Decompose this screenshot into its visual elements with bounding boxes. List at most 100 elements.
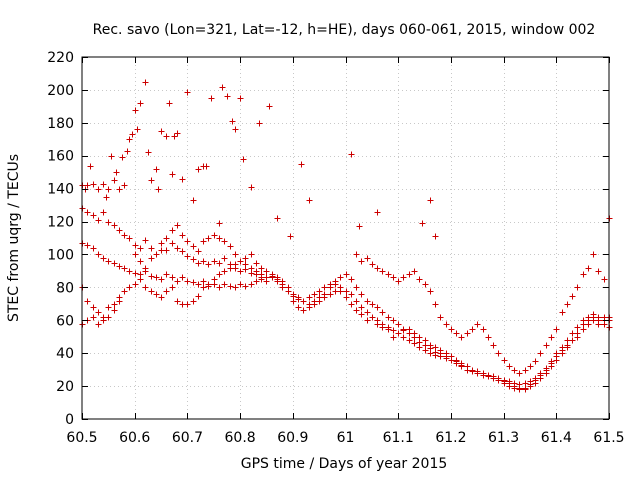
data-point <box>200 284 207 291</box>
data-point <box>148 273 155 280</box>
data-points <box>79 79 613 393</box>
data-point <box>400 334 407 341</box>
data-point <box>148 288 155 295</box>
data-point <box>237 268 244 275</box>
data-point <box>306 304 313 311</box>
data-point <box>153 251 160 258</box>
data-point <box>300 307 307 314</box>
data-point <box>111 307 118 314</box>
data-point <box>163 288 170 295</box>
data-point <box>105 258 112 265</box>
data-point <box>200 278 207 285</box>
data-point <box>527 383 534 390</box>
data-point <box>158 247 165 254</box>
data-point <box>374 317 381 324</box>
data-point <box>248 265 255 272</box>
data-point <box>298 161 305 168</box>
data-point <box>232 284 239 291</box>
data-point <box>87 163 94 170</box>
y-tick-label: 220 <box>47 50 74 66</box>
y-tick-label: 0 <box>65 412 74 428</box>
data-point <box>253 260 260 267</box>
data-point <box>132 251 139 258</box>
data-point <box>174 222 181 229</box>
data-point <box>229 118 236 125</box>
data-point <box>248 251 255 258</box>
data-point <box>395 330 402 337</box>
data-point <box>169 227 176 234</box>
data-point <box>274 274 281 281</box>
data-point <box>132 270 139 277</box>
data-point <box>116 186 123 193</box>
data-point <box>506 380 513 387</box>
data-point <box>353 251 360 258</box>
y-tick-label: 20 <box>56 379 74 395</box>
data-point <box>121 265 128 272</box>
data-point <box>103 194 110 201</box>
data-point <box>348 301 355 308</box>
data-point <box>464 363 471 370</box>
data-point <box>427 197 434 204</box>
x-tick-label: 61.1 <box>383 430 414 446</box>
data-point <box>411 330 418 337</box>
data-point <box>184 89 191 96</box>
y-tick-labels: 0 20 40 60 80 100 120 140 160 180 200 220 <box>47 50 74 428</box>
data-point <box>585 317 592 324</box>
data-point <box>527 363 534 370</box>
data-point <box>511 367 518 374</box>
data-point <box>227 265 234 272</box>
data-point <box>227 243 234 250</box>
data-point <box>537 350 544 357</box>
data-point <box>179 248 186 255</box>
data-point <box>248 281 255 288</box>
data-point <box>306 197 313 204</box>
data-point <box>400 327 407 334</box>
x-tick-label: 60.7 <box>172 430 203 446</box>
data-point <box>416 276 423 283</box>
data-point <box>480 326 487 333</box>
data-point <box>174 245 181 252</box>
data-point <box>95 186 102 193</box>
data-point <box>158 240 165 247</box>
x-tick-label: 61 <box>337 430 355 446</box>
data-point <box>601 276 608 283</box>
data-point <box>221 238 228 245</box>
x-tick-label: 61.3 <box>488 430 519 446</box>
data-point <box>601 314 608 321</box>
data-point <box>158 128 165 135</box>
data-point <box>132 107 139 114</box>
data-point <box>327 281 334 288</box>
data-point <box>237 258 244 265</box>
x-tick-label: 60.8 <box>225 430 256 446</box>
data-point <box>437 314 444 321</box>
data-point <box>574 284 581 291</box>
y-tick-label: 80 <box>56 280 74 296</box>
data-point <box>316 298 323 305</box>
data-point <box>543 370 550 377</box>
data-point <box>390 334 397 341</box>
data-point <box>411 268 418 275</box>
data-point <box>400 274 407 281</box>
data-point <box>205 281 212 288</box>
data-point <box>155 186 162 193</box>
data-point <box>179 232 186 239</box>
data-point <box>169 284 176 291</box>
data-point <box>501 378 508 385</box>
data-point <box>532 358 539 365</box>
data-point <box>111 301 118 308</box>
data-point <box>564 301 571 308</box>
data-point <box>232 261 239 268</box>
data-point <box>108 153 115 160</box>
data-point <box>216 220 223 227</box>
data-point <box>237 95 244 102</box>
data-point <box>574 330 581 337</box>
data-point <box>200 238 207 245</box>
data-point <box>116 227 123 234</box>
data-point <box>443 321 450 328</box>
data-point <box>453 357 460 364</box>
data-point <box>163 271 170 278</box>
data-point <box>195 260 202 267</box>
data-point <box>337 274 344 281</box>
data-point <box>111 260 118 267</box>
